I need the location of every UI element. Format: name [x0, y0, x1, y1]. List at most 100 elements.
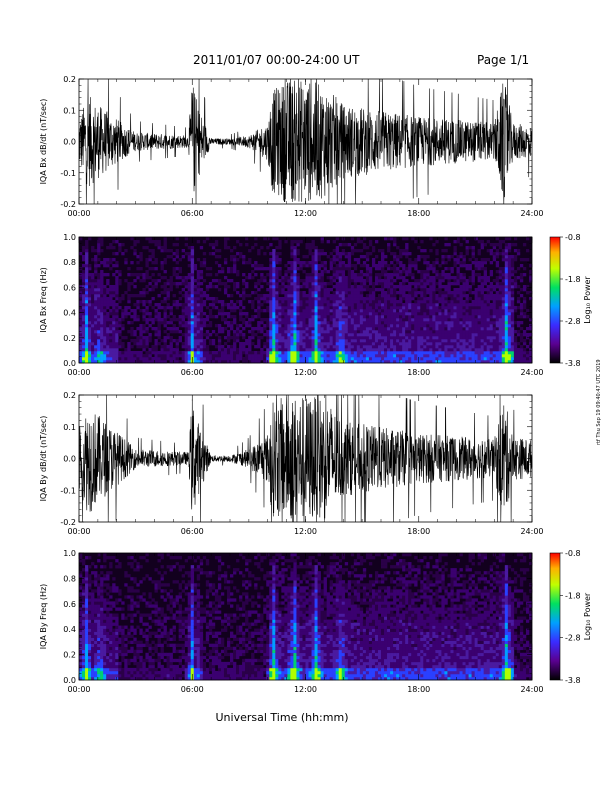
- heatmap-cell: [362, 357, 367, 361]
- heatmap-cell: [435, 309, 439, 313]
- heatmap-cell: [287, 306, 291, 310]
- heatmap-cell: [217, 360, 222, 364]
- heatmap-cell: [220, 330, 225, 334]
- heatmap-cell: [417, 324, 421, 328]
- heatmap-cell: [290, 279, 294, 283]
- heatmap-cell: [284, 291, 288, 295]
- heatmap-cell: [350, 360, 355, 364]
- heatmap-cell: [323, 285, 327, 289]
- heatmap-cell: [217, 270, 222, 274]
- heatmap-cell: [426, 312, 430, 316]
- heatmap-cell: [474, 258, 478, 262]
- heatmap-cell: [483, 303, 487, 307]
- heatmap-cell: [79, 354, 83, 358]
- heatmap-cell: [85, 667, 89, 672]
- heatmap-cell: [365, 270, 370, 274]
- heatmap-cell: [492, 279, 497, 283]
- heatmap-cell: [269, 297, 273, 301]
- heatmap-cell: [296, 327, 300, 331]
- y-axis-label: IQA By dB/dt (nT/sec): [39, 416, 48, 502]
- heatmap-cell: [474, 312, 478, 316]
- heatmap-cell: [429, 357, 433, 361]
- heatmap-cell: [414, 279, 418, 283]
- heatmap-cell: [483, 342, 487, 346]
- heatmap-cell: [85, 255, 89, 259]
- heatmap-cell: [163, 321, 167, 325]
- heatmap-cell: [371, 288, 376, 292]
- heatmap-cell: [142, 300, 146, 304]
- heatmap-cell: [251, 303, 255, 307]
- heatmap-cell: [528, 291, 533, 295]
- heatmap-cell: [254, 243, 258, 247]
- heatmap-cell: [88, 357, 92, 361]
- heatmap-cell: [516, 267, 521, 271]
- heatmap-cell: [408, 339, 412, 343]
- heatmap-cell: [435, 333, 439, 337]
- heatmap-cell: [510, 339, 515, 343]
- heatmap-cell: [230, 345, 234, 349]
- heatmap-cell: [94, 300, 98, 304]
- heatmap-cell: [190, 288, 195, 292]
- heatmap-cell: [432, 342, 436, 346]
- heatmap-cell: [387, 264, 391, 268]
- heatmap-cell: [411, 345, 415, 349]
- heatmap-cell: [296, 354, 300, 358]
- heatmap-cell: [79, 294, 83, 298]
- heatmap-cell: [396, 327, 400, 331]
- heatmap-cell: [384, 324, 388, 328]
- heatmap-cell: [82, 568, 86, 572]
- heatmap-cell: [384, 264, 388, 268]
- heatmap-cell: [85, 586, 89, 590]
- heatmap-cell: [97, 240, 101, 244]
- heatmap-cell: [184, 294, 189, 298]
- heatmap-cell: [528, 342, 533, 346]
- heatmap-cell: [387, 312, 391, 316]
- heatmap-cell: [393, 258, 397, 262]
- heatmap-cell: [393, 321, 397, 325]
- heatmap-cell: [314, 300, 318, 304]
- heatmap-cell: [242, 282, 246, 286]
- heatmap-cell: [269, 270, 273, 274]
- heatmap-cell: [432, 360, 436, 364]
- heatmap-cell: [242, 261, 246, 265]
- heatmap-cell: [145, 327, 149, 331]
- heatmap-cell: [371, 249, 376, 253]
- heatmap-cell: [384, 282, 388, 286]
- heatmap-cell: [79, 324, 83, 328]
- heatmap-cell: [299, 354, 303, 358]
- heatmap-cell: [374, 330, 379, 334]
- heatmap-cell: [148, 276, 152, 280]
- heatmap-cell: [411, 261, 415, 265]
- heatmap-cell: [199, 342, 204, 346]
- heatmap-cell: [88, 309, 92, 313]
- heatmap-cell: [341, 285, 346, 289]
- heatmap-cell: [377, 327, 382, 331]
- heatmap-cell: [492, 303, 497, 307]
- heatmap-cell: [510, 270, 515, 274]
- heatmap-cell: [323, 261, 327, 265]
- heatmap-cell: [281, 354, 285, 358]
- heatmap-cell: [248, 273, 252, 277]
- heatmap-cell: [399, 339, 403, 343]
- heatmap-cell: [163, 276, 167, 280]
- heatmap-cell: [226, 351, 231, 355]
- heatmap-cell: [248, 258, 252, 262]
- heatmap-cell: [456, 360, 460, 364]
- heatmap-cell: [396, 318, 400, 322]
- heatmap-cell: [498, 357, 503, 361]
- heatmap-cell: [432, 318, 436, 322]
- heatmap-cell: [269, 282, 273, 286]
- heatmap-cell: [115, 327, 119, 331]
- heatmap-cell: [275, 294, 279, 298]
- heatmap-cell: [414, 294, 418, 298]
- heatmap-cell: [239, 303, 243, 307]
- heatmap-cell: [254, 360, 258, 364]
- heatmap-cell: [396, 348, 400, 352]
- heatmap-cell: [296, 282, 300, 286]
- heatmap-cell: [314, 324, 318, 328]
- heatmap-cell: [441, 261, 445, 265]
- heatmap-cell: [450, 339, 454, 343]
- heatmap-cell: [248, 339, 252, 343]
- heatmap-cell: [299, 285, 303, 289]
